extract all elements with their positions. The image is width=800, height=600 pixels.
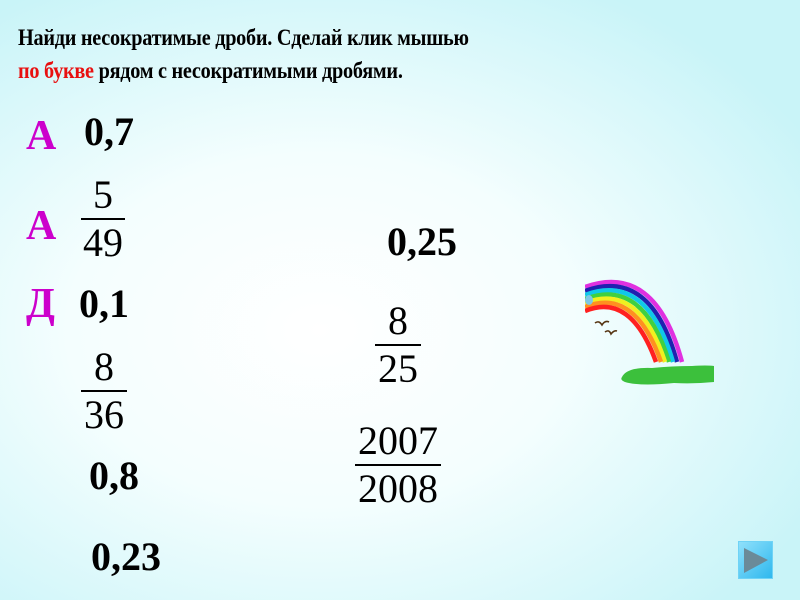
fraction-5-49: 5 49 [80, 174, 126, 264]
numerator: 2007 [358, 418, 438, 463]
denominator: 25 [378, 346, 418, 391]
rainbow-image [584, 272, 715, 402]
numerator: 8 [94, 344, 114, 389]
instruction-line-2: по букве рядом с несократимыми дробями. [18, 58, 403, 84]
instruction-line-1: Найди несократимые дроби. Сделай клик мы… [18, 25, 469, 50]
fraction-bar [375, 344, 421, 346]
fraction-8-25: 8 25 [374, 300, 422, 390]
next-slide-button[interactable] [738, 541, 773, 579]
instruction-rest: рядом с несократимыми дробями. [93, 58, 403, 83]
decimal-0-8: 0,8 [89, 453, 139, 498]
denominator: 49 [83, 220, 123, 265]
numerator: 5 [93, 172, 113, 217]
fraction-2007-2008: 2007 2008 [354, 420, 442, 510]
answer-letter-a1[interactable]: А [26, 113, 57, 159]
decimal-0-25: 0,25 [387, 219, 457, 264]
instruction-highlight: по букве [18, 58, 94, 83]
fraction-bar [81, 390, 127, 392]
fraction-8-36: 8 36 [80, 346, 128, 436]
decimal-0-7: 0,7 [84, 109, 134, 154]
play-triangle-icon [744, 548, 768, 573]
decimal-0-23: 0,23 [91, 534, 161, 579]
answer-letter-a2[interactable]: А [26, 203, 57, 249]
denominator: 2008 [358, 466, 438, 511]
fraction-bar [81, 218, 125, 220]
fraction-bar [355, 464, 441, 466]
decimal-0-1: 0,1 [79, 281, 129, 326]
denominator: 36 [84, 392, 124, 437]
numerator: 8 [388, 298, 408, 343]
answer-letter-d[interactable]: Д [26, 281, 55, 327]
